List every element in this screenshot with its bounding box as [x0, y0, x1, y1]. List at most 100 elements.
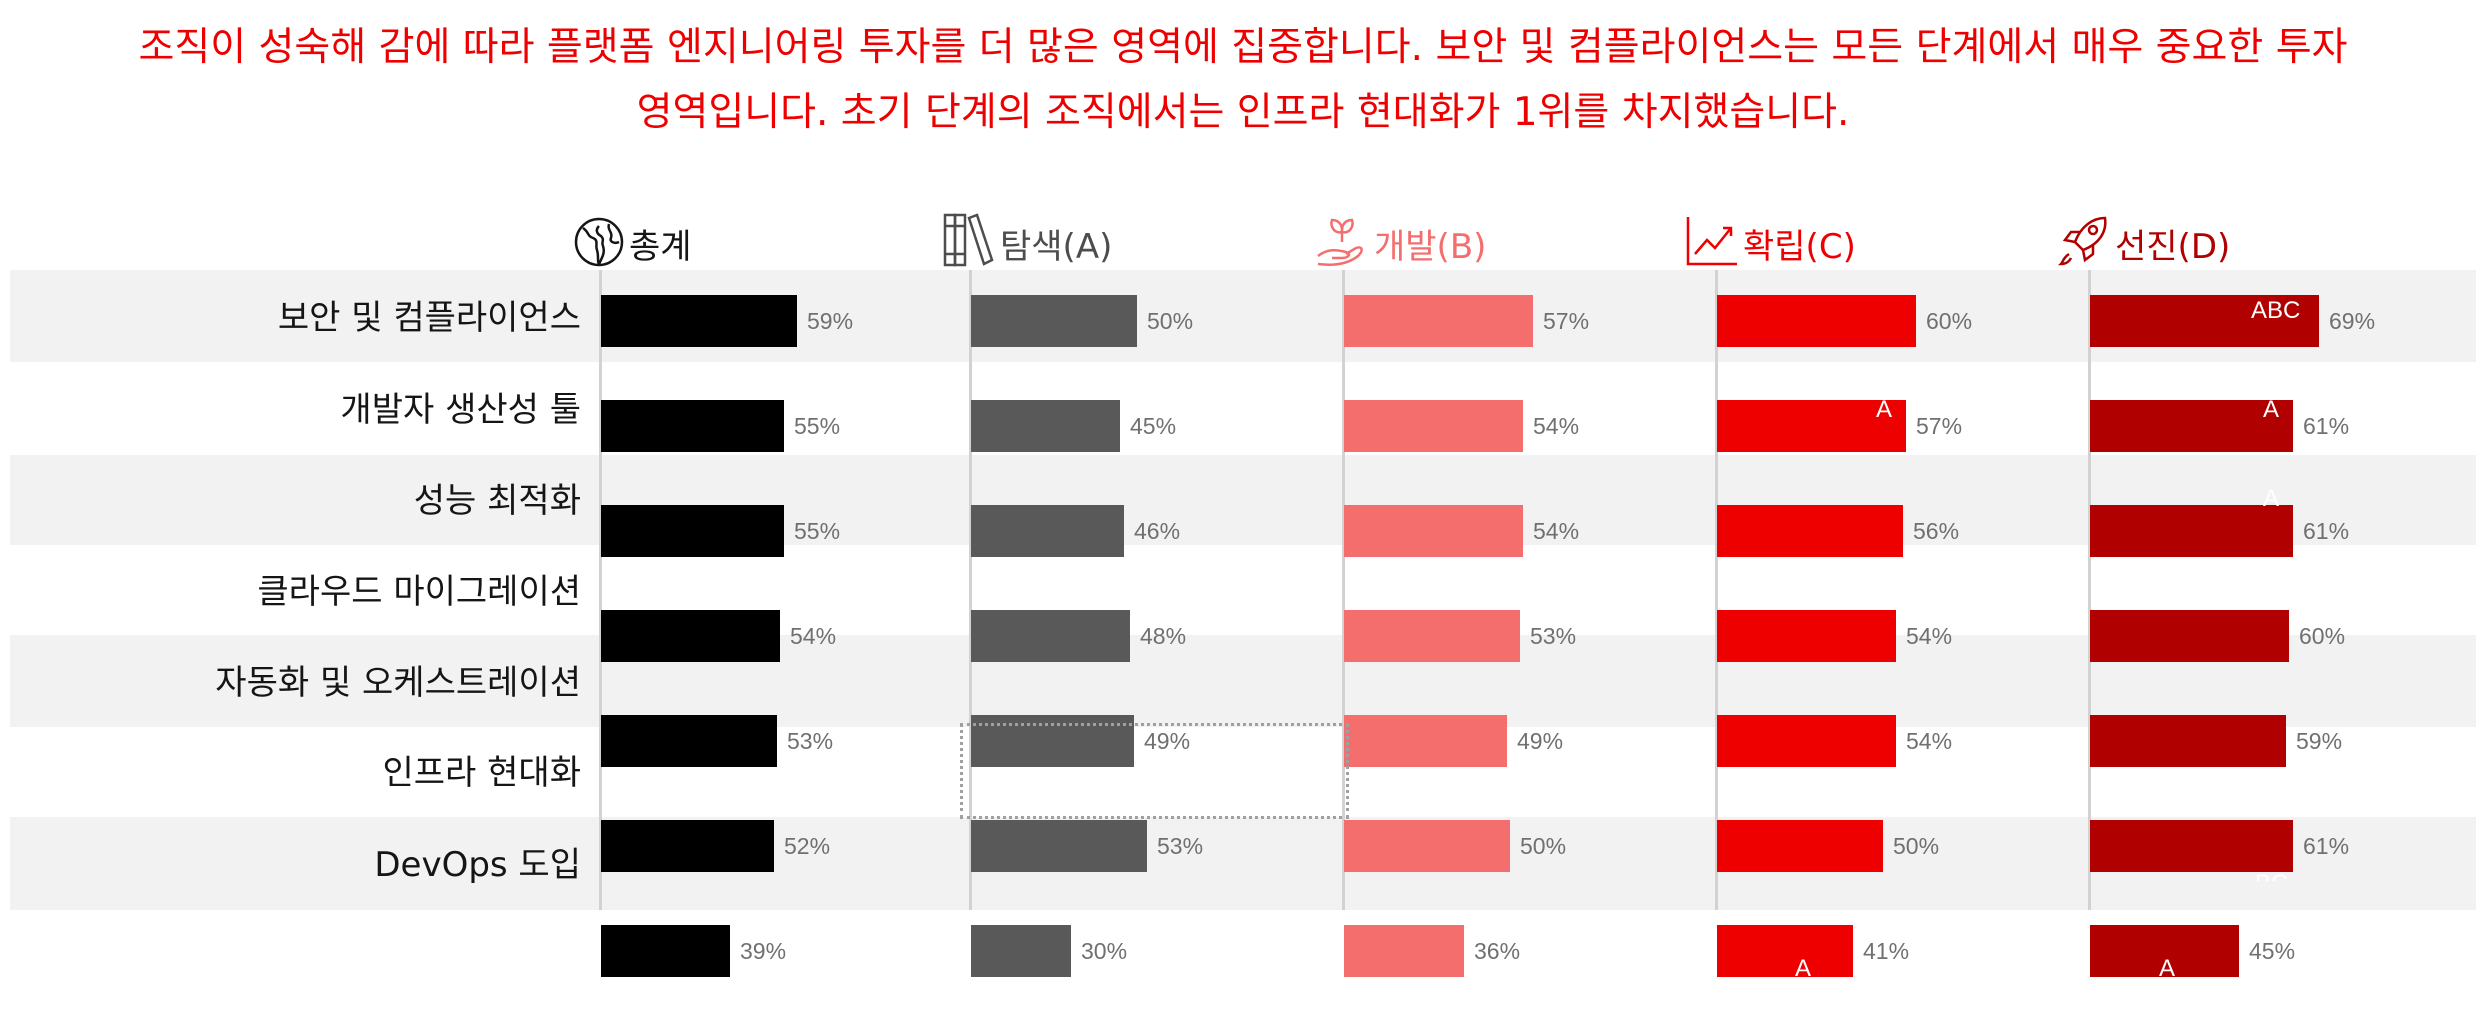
- bar-value-label: 49%: [1144, 728, 1191, 754]
- bar-value-label: 61%: [2303, 518, 2350, 544]
- bar-value-label: 69%: [2329, 308, 2376, 334]
- column-axis-establish: [1715, 270, 1718, 910]
- title-line-1: 조직이 성숙해 감에 따라 플랫폼 엔지니어링 투자를 더 많은 영역에 집중합…: [138, 25, 2348, 70]
- bar-value-label: 61%: [2303, 833, 2350, 859]
- bar-value-label: 36%: [1474, 938, 1521, 964]
- bar-value-label: 50%: [1893, 833, 1940, 859]
- bar-value-label: 60%: [1926, 308, 1973, 334]
- bar-develop[interactable]: [1344, 295, 1533, 347]
- bar-establish[interactable]: [1717, 505, 1903, 557]
- bar-value-label: 57%: [1916, 413, 1963, 439]
- bar-establish[interactable]: [1717, 400, 1906, 452]
- row-label: 클라우드 마이그레이션: [257, 572, 581, 612]
- column-header-develop: 개발(B): [1314, 212, 1486, 268]
- bar-value-label: 49%: [1517, 728, 1564, 754]
- row-label: DevOps 도입: [374, 845, 581, 885]
- column-label-total: 총계: [629, 227, 692, 267]
- column-header-total: 총계: [573, 212, 692, 268]
- bar-value-label: 53%: [1157, 833, 1204, 859]
- bar-value-label: 59%: [2296, 728, 2343, 754]
- significance-annotation: ABC: [2251, 297, 2301, 324]
- rocket-icon: [2057, 216, 2107, 266]
- bar-value-label: 57%: [1543, 308, 1590, 334]
- bar-explore[interactable]: [971, 610, 1130, 662]
- bar-value-label: 54%: [1906, 728, 1953, 754]
- bar-value-label: 45%: [1130, 413, 1177, 439]
- significance-annotation: A: [2263, 396, 2280, 423]
- bar-value-label: 39%: [740, 938, 787, 964]
- bar-leading[interactable]: [2090, 820, 2293, 872]
- bar-value-label: 53%: [1530, 623, 1577, 649]
- bar-establish[interactable]: [1717, 925, 1853, 977]
- bar-total[interactable]: [601, 820, 774, 872]
- bar-leading[interactable]: [2090, 295, 2319, 347]
- bar-develop[interactable]: [1344, 610, 1520, 662]
- bar-leading[interactable]: [2090, 610, 2289, 662]
- row-band: [10, 817, 2476, 910]
- row-label: 성능 최적화: [413, 481, 581, 521]
- column-header-leading: 선진(D): [2057, 212, 2230, 268]
- row-label: 보안 및 컴플라이언스: [277, 298, 581, 338]
- bar-establish[interactable]: [1717, 295, 1916, 347]
- column-label-develop: 개발(B): [1374, 227, 1487, 267]
- bar-develop[interactable]: [1344, 715, 1507, 767]
- bar-develop[interactable]: [1344, 820, 1510, 872]
- column-axis-total: [599, 270, 602, 910]
- bar-total[interactable]: [601, 610, 780, 662]
- column-label-establish: 확립(C): [1743, 227, 1856, 267]
- column-header-establish: 확립(C): [1685, 212, 1856, 268]
- sprout-hand-icon: [1317, 218, 1363, 266]
- row-band: [10, 270, 2476, 362]
- bar-develop[interactable]: [1344, 400, 1523, 452]
- bar-value-label: 41%: [1863, 938, 1910, 964]
- bar-value-label: 45%: [2249, 938, 2296, 964]
- bar-explore[interactable]: [971, 505, 1124, 557]
- bar-total[interactable]: [601, 925, 730, 977]
- globe-icon: [574, 217, 624, 267]
- bar-value-label: 50%: [1520, 833, 1567, 859]
- chart-title: 조직이 성숙해 감에 따라 플랫폼 엔지니어링 투자를 더 많은 영역에 집중합…: [0, 15, 2486, 145]
- bar-explore[interactable]: [971, 820, 1147, 872]
- bar-leading[interactable]: [2090, 505, 2293, 557]
- bar-value-label: 53%: [787, 728, 834, 754]
- selection-outline: [960, 723, 1349, 819]
- row-label: 자동화 및 오케스트레이션: [215, 663, 581, 703]
- bar-leading[interactable]: [2090, 715, 2286, 767]
- bar-establish[interactable]: [1717, 820, 1883, 872]
- bar-develop[interactable]: [1344, 925, 1464, 977]
- column-axis-develop: [1342, 270, 1345, 910]
- bar-total[interactable]: [601, 715, 777, 767]
- bar-leading[interactable]: [2090, 925, 2239, 977]
- bar-explore[interactable]: [971, 400, 1120, 452]
- significance-annotation: A: [2263, 485, 2280, 512]
- column-header-explore: 탐색(A): [942, 212, 1112, 268]
- column-label-leading: 선진(D): [2115, 227, 2231, 267]
- bar-value-label: 61%: [2303, 413, 2350, 439]
- title-line-2: 영역입니다. 초기 단계의 조직에서는 인프라 현대화가 1위를 차지했습니다.: [636, 90, 1850, 135]
- column-axis-leading: [2088, 270, 2091, 910]
- bar-value-label: 60%: [2299, 623, 2346, 649]
- significance-annotation: A: [1876, 396, 1893, 423]
- bar-explore[interactable]: [971, 295, 1137, 347]
- bar-value-label: 48%: [1140, 623, 1187, 649]
- bar-value-label: 54%: [1906, 623, 1953, 649]
- bar-total[interactable]: [601, 400, 784, 452]
- significance-annotation: BC: [2255, 870, 2288, 881]
- significance-annotation: A: [2159, 955, 2176, 982]
- bar-total[interactable]: [601, 505, 784, 557]
- significance-annotation: A: [1795, 955, 1812, 982]
- bar-establish[interactable]: [1717, 715, 1896, 767]
- row-label: 인프라 현대화: [382, 753, 582, 793]
- bar-leading[interactable]: [2090, 400, 2293, 452]
- column-label-explore: 탐색(A): [1000, 227, 1113, 267]
- books-icon: [943, 213, 994, 267]
- column-axis-explore: [969, 270, 972, 910]
- bar-develop[interactable]: [1344, 505, 1523, 557]
- bar-value-label: 54%: [1533, 413, 1580, 439]
- row-band: [10, 455, 2476, 545]
- bar-total[interactable]: [601, 295, 797, 347]
- bar-value-label: 30%: [1081, 938, 1128, 964]
- bar-establish[interactable]: [1717, 610, 1896, 662]
- bar-explore[interactable]: [971, 925, 1071, 977]
- bar-value-label: 54%: [1533, 518, 1580, 544]
